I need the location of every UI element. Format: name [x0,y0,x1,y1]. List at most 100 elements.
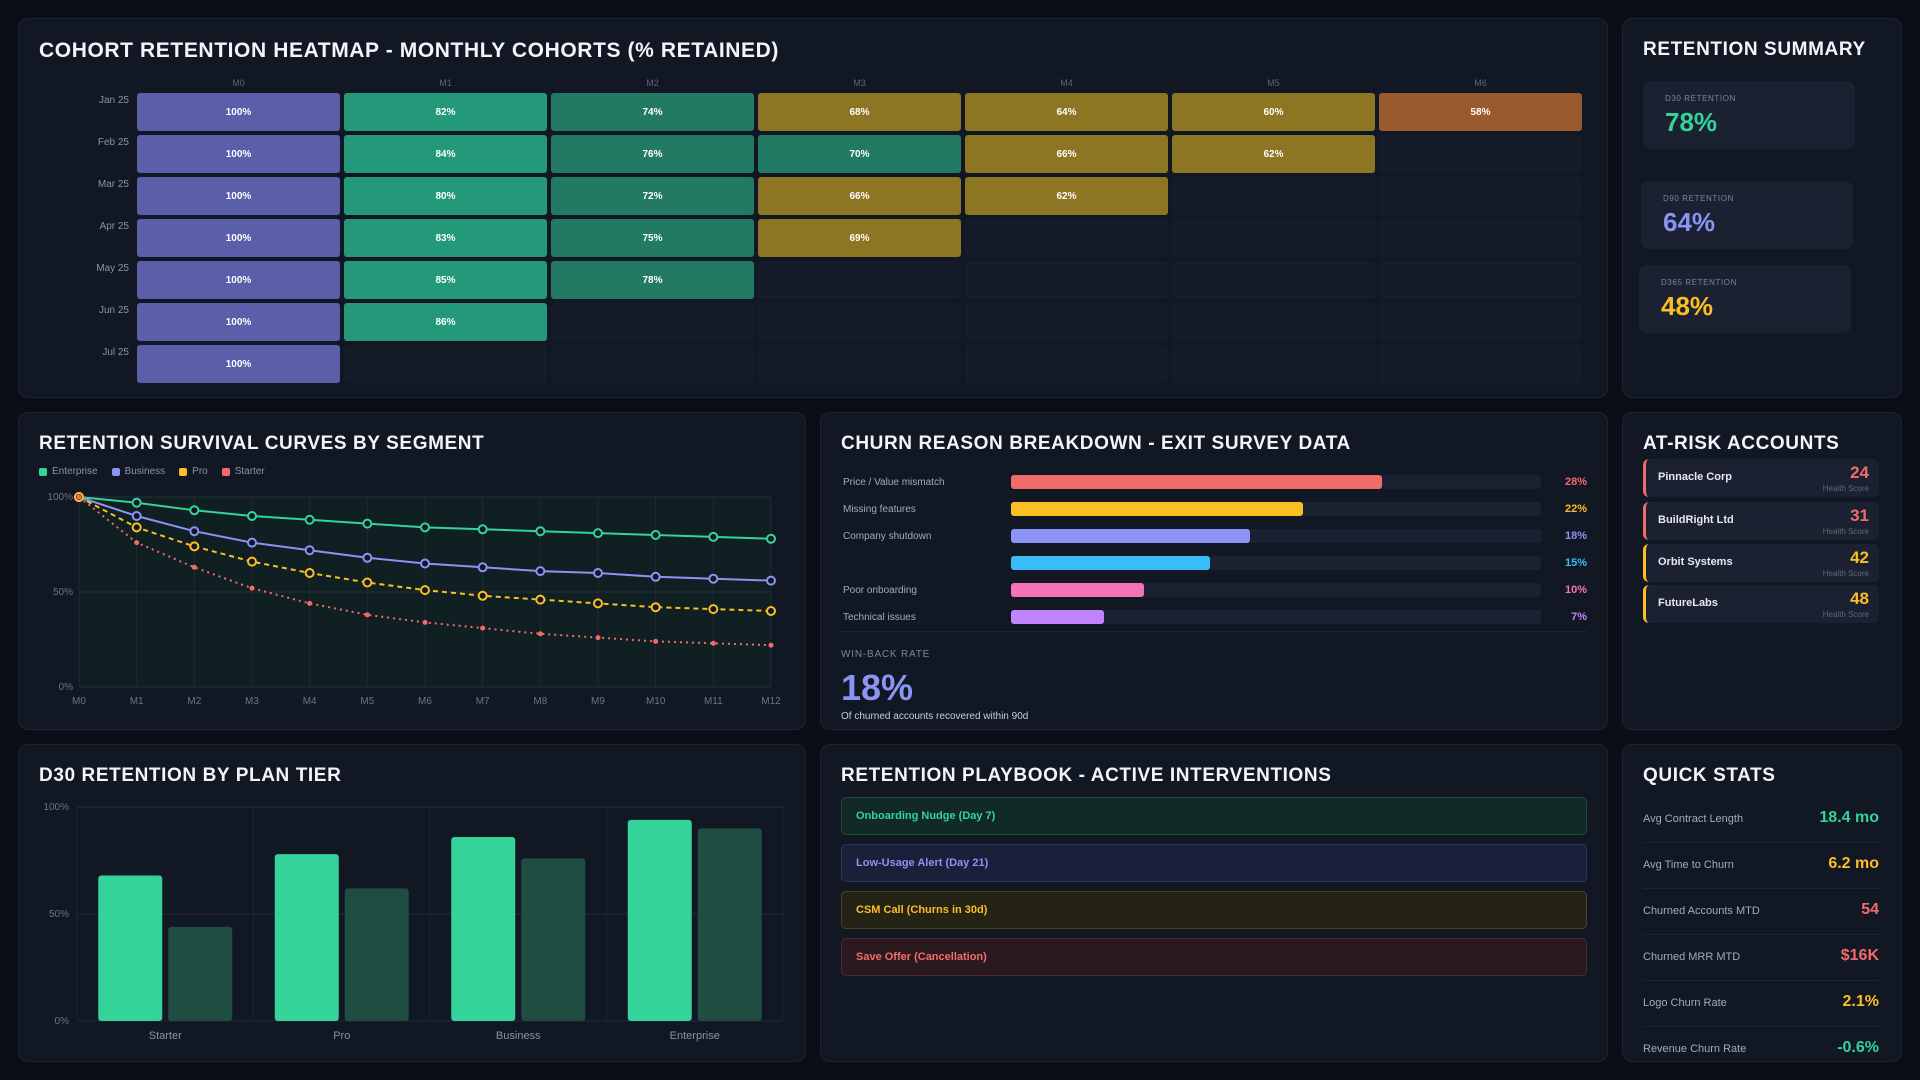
plan-tier-bar[interactable] [168,926,233,1021]
heatmap-cell[interactable]: 83% [344,219,547,257]
risk-account-card[interactable]: FutureLabs 48 Health Score [1643,585,1879,623]
series-point[interactable] [189,526,200,537]
legend-item-business[interactable]: Business [111,466,165,477]
heatmap-cell[interactable]: 100% [137,345,340,383]
series-point[interactable] [131,511,142,521]
heatmap-cell[interactable]: 58% [1379,93,1582,131]
heatmap-cell[interactable]: 78% [551,261,754,299]
series-point[interactable] [537,631,543,637]
heatmap-cell[interactable]: 100% [137,135,340,173]
heatmap-cell[interactable]: 70% [758,135,961,173]
series-point[interactable] [650,602,661,613]
heatmap-cell[interactable]: 66% [965,135,1168,173]
series-point[interactable] [304,568,315,578]
series-point[interactable] [304,545,315,556]
series-point[interactable] [131,522,142,533]
playbook-intervention[interactable]: CSM Call (Churns in 30d) [841,891,1587,929]
risk-account-card[interactable]: Orbit Systems 42 Health Score [1643,544,1879,582]
series-point[interactable] [307,600,313,606]
series-point[interactable] [247,537,257,548]
heatmap-cell[interactable]: 66% [758,177,961,215]
series-point[interactable] [650,571,661,582]
plan-tier-bar[interactable] [521,858,586,1021]
series-point[interactable] [364,612,370,618]
series-point[interactable] [362,552,373,563]
churn-bar[interactable] [1011,583,1144,597]
series-point[interactable] [766,575,776,586]
series-point[interactable] [362,518,373,529]
heatmap-cell[interactable]: 80% [344,177,547,215]
heatmap-cell[interactable]: 85% [344,261,547,299]
series-point[interactable] [362,577,373,588]
series-point[interactable] [593,598,603,609]
playbook-intervention[interactable]: Onboarding Nudge (Day 7) [841,797,1587,835]
series-point[interactable] [131,497,142,508]
heatmap-cell[interactable]: 72% [551,177,754,215]
churn-bar[interactable] [1011,556,1210,570]
series-point[interactable] [477,524,488,535]
series-point[interactable] [708,531,719,542]
plan-tier-bar[interactable] [274,854,339,1021]
series-point[interactable] [189,505,200,516]
series-point[interactable] [134,540,140,546]
series-point[interactable] [593,568,603,578]
series-point[interactable] [535,566,546,577]
heatmap-cell[interactable]: 82% [344,93,547,131]
series-point[interactable] [535,594,546,605]
heatmap-cell[interactable]: 84% [344,135,547,173]
heatmap-cell[interactable]: 62% [1172,135,1375,173]
series-point[interactable] [477,562,488,573]
series-point[interactable] [191,564,197,570]
heatmap-cell[interactable]: 64% [965,93,1168,131]
series-point[interactable] [247,556,257,567]
series-point[interactable] [708,573,719,584]
heatmap-cell[interactable]: 60% [1172,93,1375,131]
plan-tier-bar[interactable] [697,828,762,1021]
series-point[interactable] [420,522,430,533]
series-point[interactable] [420,585,430,596]
series-point[interactable] [710,640,716,646]
series-point[interactable] [247,511,257,521]
series-point[interactable] [189,541,200,552]
heatmap-cell[interactable]: 76% [551,135,754,173]
heatmap-cell[interactable]: 100% [137,303,340,341]
plan-tier-bar[interactable] [627,819,692,1021]
risk-account-card[interactable]: BuildRight Ltd 31 Health Score [1643,502,1879,540]
legend-item-enterprise[interactable]: Enterprise [39,466,98,477]
series-point[interactable] [708,604,719,615]
risk-account-card[interactable]: Pinnacle Corp 24 Health Score [1643,459,1879,497]
heatmap-cell[interactable]: 86% [344,303,547,341]
churn-bar[interactable] [1011,610,1104,624]
series-point[interactable] [420,558,430,569]
plan-tier-bar[interactable] [451,836,516,1021]
heatmap-cell[interactable]: 100% [137,219,340,257]
heatmap-cell[interactable]: 62% [965,177,1168,215]
series-point[interactable] [595,635,601,641]
plan-tier-bar[interactable] [98,875,163,1021]
series-point[interactable] [653,638,659,644]
series-point[interactable] [76,494,82,500]
legend-item-pro[interactable]: Pro [179,466,208,477]
heatmap-cell[interactable]: 69% [758,219,961,257]
heatmap-cell[interactable]: 75% [551,219,754,257]
series-point[interactable] [768,642,774,648]
churn-bar[interactable] [1011,502,1303,516]
churn-bar[interactable] [1011,529,1250,543]
heatmap-cell[interactable]: 100% [137,261,340,299]
heatmap-cell[interactable]: 74% [551,93,754,131]
series-point[interactable] [766,533,776,544]
churn-bar[interactable] [1011,475,1382,489]
series-point[interactable] [304,514,315,525]
series-point[interactable] [477,590,488,601]
series-point[interactable] [535,526,546,537]
plan-tier-bar[interactable] [344,888,409,1021]
heatmap-cell[interactable]: 68% [758,93,961,131]
heatmap-cell[interactable]: 100% [137,93,340,131]
series-point[interactable] [650,530,661,540]
series-point[interactable] [593,528,603,539]
playbook-intervention[interactable]: Save Offer (Cancellation) [841,938,1587,976]
heatmap-cell[interactable]: 100% [137,177,340,215]
series-point[interactable] [249,585,255,591]
legend-item-starter[interactable]: Starter [221,466,265,477]
series-point[interactable] [766,606,776,616]
